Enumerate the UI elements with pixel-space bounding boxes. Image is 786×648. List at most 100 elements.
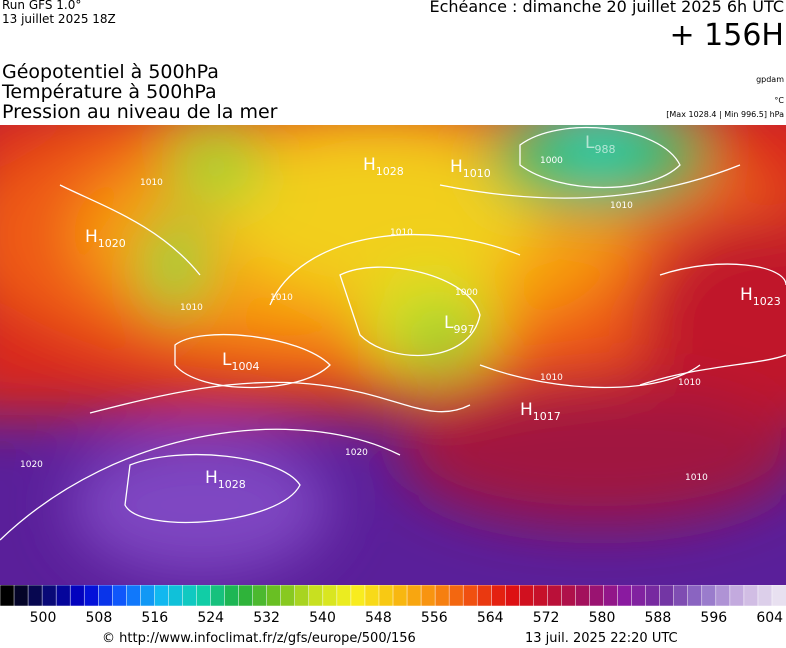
unit-3: [Max 1028.4 | Min 996.5] hPa [666, 110, 784, 119]
valid-time: Echéance : dimanche 20 juillet 2025 6h U… [429, 0, 784, 16]
colorbar-tick: 548 [365, 610, 392, 626]
pressure-center: L988 [585, 133, 615, 156]
color-swatch [98, 585, 114, 607]
field-3: Pression au niveau de la mer [2, 101, 278, 123]
color-swatch [27, 585, 43, 607]
color-swatch [392, 585, 408, 607]
color-swatch [0, 585, 15, 607]
isobar-label: 1010 [678, 378, 701, 388]
pressure-center: H1020 [85, 227, 126, 250]
color-swatch [491, 585, 507, 607]
isobar-label: 1020 [20, 460, 43, 470]
isobar-label: 1010 [390, 228, 413, 238]
pressure-center: H1028 [363, 155, 404, 178]
color-swatch [182, 585, 198, 607]
color-swatch [561, 585, 577, 607]
unit-1: gpdam [756, 75, 784, 84]
color-swatch [126, 585, 142, 607]
colorbar-tick: 556 [420, 610, 448, 626]
color-swatch [13, 585, 29, 607]
pressure-center: L1004 [222, 350, 259, 373]
isobars [0, 127, 786, 541]
color-swatch [589, 585, 605, 607]
color-swatch [533, 585, 549, 607]
colorbar-tick: 540 [309, 610, 336, 626]
color-swatch [224, 585, 240, 607]
center-letter: L [222, 350, 232, 370]
color-swatch [41, 585, 57, 607]
color-swatch [350, 585, 366, 607]
colorbar-tick: 524 [197, 610, 225, 626]
isobar-label: 1010 [685, 473, 708, 483]
color-swatch [757, 585, 773, 607]
isobar-label: 1010 [270, 293, 293, 303]
isobar-label: 1010 [610, 201, 633, 211]
color-swatch [168, 585, 184, 607]
colorbar-tick: 564 [476, 610, 504, 626]
center-letter: H [205, 468, 218, 488]
color-swatch [420, 585, 436, 607]
color-swatch [505, 585, 521, 607]
color-swatch [294, 585, 310, 607]
color-swatch [462, 585, 478, 607]
center-letter: L [585, 133, 595, 153]
isobar-label: 1010 [180, 303, 203, 313]
color-swatch [140, 585, 156, 607]
colorbar-tick: 500 [29, 610, 57, 626]
color-swatch [280, 585, 296, 607]
color-swatch [406, 585, 422, 607]
center-letter: H [740, 285, 753, 305]
pressure-center: H1017 [520, 400, 561, 423]
run: Run GFS 1.0° [2, 0, 82, 12]
center-value: 1010 [463, 167, 491, 180]
center-value: 1023 [753, 295, 781, 308]
color-swatch [266, 585, 282, 607]
color-swatch [434, 585, 450, 607]
colorbar-tick: 588 [644, 610, 672, 626]
generated: 13 juil. 2025 22:20 UTC [525, 631, 678, 646]
color-swatch [673, 585, 689, 607]
center-letter: H [450, 157, 463, 177]
color-swatch [575, 585, 591, 607]
colorbar-tick: 508 [85, 610, 113, 626]
isobar-label: 1020 [345, 448, 368, 458]
center-value: 1028 [218, 478, 246, 491]
color-swatch [743, 585, 759, 607]
center-value: 1020 [98, 237, 126, 250]
color-swatch [715, 585, 731, 607]
colorbar-tick: 604 [756, 610, 784, 626]
pressure-center: H1028 [205, 468, 246, 491]
color-swatch [771, 585, 786, 607]
center-value: 1028 [376, 165, 404, 178]
colorbar-tick: 580 [588, 610, 616, 626]
isobar-label: 1000 [455, 288, 478, 298]
colorbar-tick: 596 [700, 610, 728, 626]
run-date: 13 juillet 2025 18Z [2, 12, 116, 26]
color-swatch [729, 585, 745, 607]
unit-2: °C [774, 96, 784, 105]
lead-time: + 156H [669, 18, 785, 53]
color-swatch [112, 585, 128, 607]
color-swatch [659, 585, 675, 607]
pressure-center: L997 [444, 313, 474, 336]
color-swatch [547, 585, 563, 607]
isobar-label: 1010 [540, 373, 563, 383]
field-2: Température à 500hPa [2, 81, 217, 103]
colorbar-tick: 572 [532, 610, 560, 626]
color-swatch [448, 585, 464, 607]
color-swatch [687, 585, 703, 607]
center-letter: H [85, 227, 98, 247]
color-swatch [252, 585, 268, 607]
isobar-label: 1000 [540, 156, 563, 166]
color-swatch [519, 585, 535, 607]
field-shading [0, 125, 786, 585]
colorbar [0, 585, 786, 607]
color-swatch [364, 585, 380, 607]
color-swatch [69, 585, 85, 607]
center-letter: H [520, 400, 533, 420]
center-value: 997 [453, 323, 474, 336]
center-value: 988 [594, 143, 615, 156]
color-swatch [476, 585, 493, 607]
map: 1010 1010 1010 1000 1000 1010 1010 1010 1010 1020… [0, 125, 786, 585]
